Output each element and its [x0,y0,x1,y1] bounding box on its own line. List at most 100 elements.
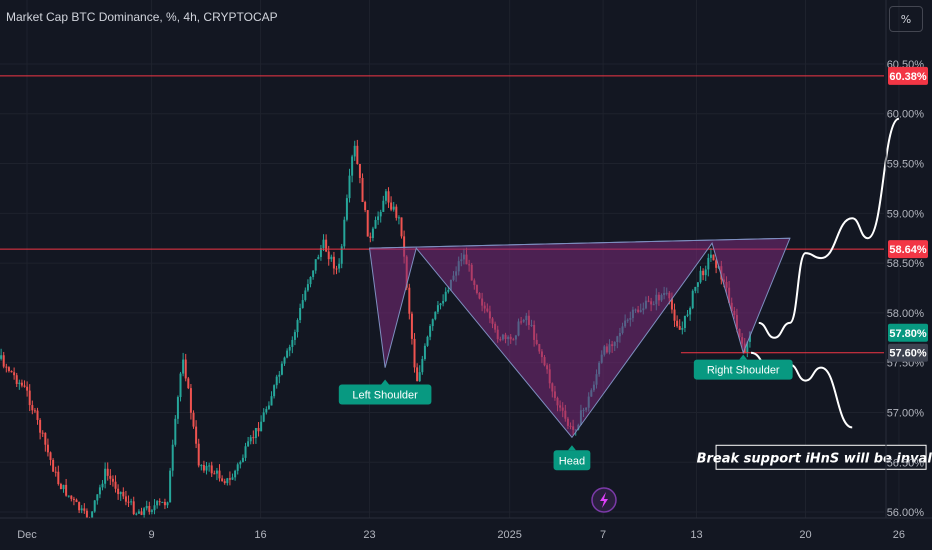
candle-body [712,254,715,261]
y-tick-label: 58.00% [887,308,925,320]
candle-body [119,491,122,495]
candle-body [338,263,341,269]
candle-body [348,175,351,199]
candle-body [234,470,237,478]
candle-body [80,508,83,511]
candle-body [59,484,62,490]
x-tick-label: Dec [17,529,37,541]
candle-body [361,178,364,202]
candle-body [218,470,221,479]
candle-body [291,339,294,347]
candle-body [353,145,356,157]
candle-body [374,219,377,229]
pattern-label-arrow [381,379,390,385]
candle-body [5,366,8,368]
x-tick-label: 7 [600,529,606,541]
candle-body [390,202,393,210]
candle-body [413,338,416,368]
price-label: 60.38% [888,66,928,85]
chart-title: Market Cap BTC Dominance, %, 4h, CRYPTOC… [6,10,278,24]
tv-logo-bolt [600,492,608,508]
candle-body [101,483,104,488]
candle-body [421,358,424,373]
unit-toggle-button[interactable]: % [889,6,923,32]
y-tick-label: 59.50% [887,159,925,171]
candle-body [340,246,343,264]
price-label-text: 60.38% [889,71,927,83]
candle-body [31,405,34,411]
candle-body [442,300,445,304]
candle-body [137,511,140,514]
candle-body [18,382,21,384]
candle-body [111,478,114,482]
candle-body [41,432,44,434]
candle-body [213,473,216,475]
candle-body [288,346,291,351]
candle-body [85,510,88,518]
x-tick-label: 9 [148,529,154,541]
y-tick-label: 59.00% [887,208,925,220]
candle-body [98,487,101,495]
pattern-label-text: Left Shoulder [352,390,418,402]
pattern-label-text: Right Shoulder [707,365,780,377]
price-label: 57.60% [888,343,928,362]
tv-logo-icon [591,487,617,513]
candle-body [202,465,205,471]
invalidation-note: Break support iHnS will be invalid [697,444,932,470]
candle-body [249,437,252,442]
candle-body [273,385,276,397]
candle-body [33,410,36,412]
candle-body [153,505,156,511]
candle-body [312,270,315,277]
x-tick-label: 20 [799,529,811,541]
candle-body [696,282,699,287]
candle-body [301,300,304,308]
candle-body [109,475,112,479]
candle-body [325,239,328,252]
price-label-text: 57.80% [889,328,927,340]
candle-body [15,375,18,384]
candle-body [44,432,47,445]
price-label: 57.80% [888,323,928,342]
candle-body [382,200,385,212]
candle-body [704,269,707,276]
candle-body [275,376,278,386]
candle-body [106,468,109,476]
candle-body [257,427,260,432]
candle-body [239,461,242,465]
candle-body [127,501,130,503]
candle-body [215,470,218,474]
candle-body [124,496,127,502]
candle-body [221,478,224,482]
candle-body [132,501,135,515]
candle-body [709,254,712,258]
candle-body [169,470,172,503]
pattern-label-text: Head [559,455,585,467]
price-label-bg [888,323,928,342]
x-tick-label: 16 [254,529,266,541]
x-tick-label: 2025 [497,529,521,541]
pattern-label-arrow [739,354,748,360]
price-label-text: 58.64% [889,244,927,256]
candle-body [49,452,52,460]
candle-body [299,307,302,321]
pattern-shape [368,237,791,439]
candle-body [57,471,60,485]
candle-body [265,408,268,413]
candle-body [150,510,153,512]
candle-body [189,388,192,413]
candle-body [26,386,29,391]
note-text: Break support iHnS will be invalid [697,451,932,466]
candle-body [699,270,702,283]
candle-body [351,156,354,176]
candle-body [283,357,286,364]
x-tick-label: 26 [893,529,905,541]
candle-body [7,367,10,371]
price-labels: 60.38% 58.64% 57.80% 57.60% [888,66,928,362]
candle-body [252,437,255,439]
y-tick-label: 56.00% [887,507,925,519]
candle-body [13,372,16,376]
candle-body [39,419,42,433]
pattern-label: Head [553,445,591,471]
